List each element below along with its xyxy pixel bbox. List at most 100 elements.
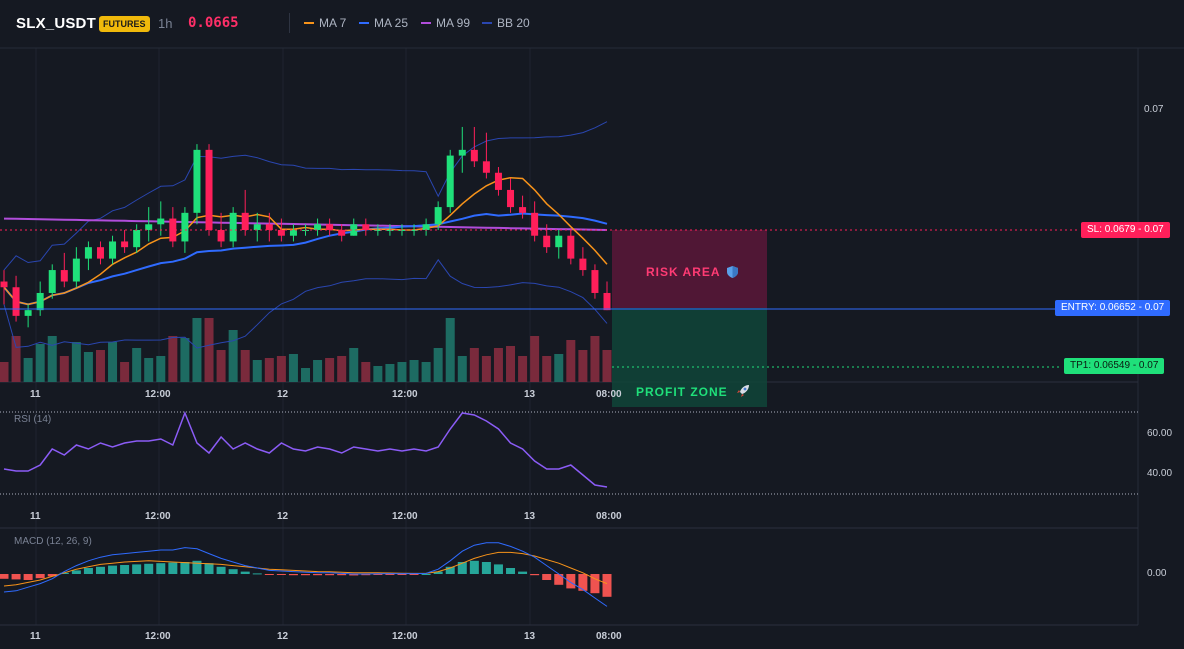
candle-body [48,270,56,293]
macd-histogram-bar [421,574,431,575]
volume-bar [11,336,21,382]
candle-body [241,212,249,230]
macd-line [3,542,608,607]
candle-body [470,149,478,162]
volume-bar [108,342,118,382]
legend-bb20[interactable]: BB 20 [482,16,530,30]
entry-label[interactable]: ENTRY: 0.06652 - 0.07 [1055,300,1171,316]
candlesticks [0,126,611,328]
macd-histogram-bar [132,564,142,574]
volume-bar [180,338,190,382]
macd-histogram-bar [95,566,105,574]
volume-bar [469,348,479,382]
last-price: 0.0665 [188,15,239,31]
macd-histogram-bar [59,572,69,574]
macd-histogram-bar [349,574,359,576]
volume-bar [71,342,81,382]
volume-bar [554,354,564,382]
legend-ma99[interactable]: MA 99 [421,16,470,30]
macd-histogram-bar [397,574,407,575]
volume-bar [530,336,540,382]
macd-histogram-bar [47,574,57,577]
macd-histogram-bar [506,568,516,574]
macd-histogram-bar [361,574,371,576]
bb20-swatch [482,22,492,24]
volume-bar [349,348,359,382]
candle-body [181,212,189,242]
time-axis-tick: 12:00 [145,511,171,522]
ma25-swatch [359,22,369,24]
macd-histogram-bar [144,563,154,574]
interval-selector[interactable]: 1h [158,16,173,31]
macd-histogram-bar [240,571,250,574]
time-axis-tick: 11 [30,511,41,522]
candle-body [494,172,502,190]
macd-histogram-bar [590,574,600,594]
volume-bar [95,350,105,382]
macd-tick-0: 0.00 [1147,568,1167,579]
macd-histogram-bar [264,574,274,575]
macd-histogram-bar [602,574,612,597]
volume-bar [325,358,335,382]
time-axis-tick: 12:00 [145,631,171,642]
legend-ma25[interactable]: MA 25 [359,16,408,30]
tp1-label[interactable]: TP1: 0.06549 - 0.07 [1064,358,1165,374]
macd-histogram-bar [385,574,395,575]
macd-pane [0,542,612,607]
header-divider [289,13,290,33]
volume-bar [445,318,455,382]
time-axis-tick: 12 [277,389,289,400]
volume-bar [59,356,69,382]
sl-label[interactable]: SL: 0.0679 - 0.07 [1081,222,1170,238]
candle-body [205,149,213,230]
macd-histogram-bar [566,574,576,589]
macd-histogram-bar [216,566,226,574]
volume-bar [566,340,576,382]
macd-histogram-bar [433,571,443,574]
time-axis-tick: 13 [524,631,536,642]
macd-title: MACD (12, 26, 9) [14,536,92,547]
rocket-icon [737,385,750,397]
volume-bar [132,348,142,382]
volume-bar [385,364,395,382]
candle-body [374,230,382,231]
macd-histogram-bar [204,563,214,574]
candle-body [531,212,539,236]
candle-body [253,224,261,230]
volume-bar [288,354,298,382]
volume-bar [276,356,286,382]
candle-body [338,230,346,236]
macd-signal-line [3,551,608,587]
symbol-name[interactable]: SLX_USDT [16,15,96,32]
time-axis-tick: 08:00 [596,511,622,522]
volume-bar [35,344,45,382]
risk-area-label: RISK AREA [646,264,739,279]
volume-bar [590,336,600,382]
volume-bar [240,350,250,382]
time-axis-tick: 08:00 [596,631,622,642]
macd-histogram-bar [530,574,540,576]
ma7-swatch [304,22,314,24]
volume-bar [120,362,130,382]
macd-histogram-bar [71,570,81,574]
candle-body [229,212,237,242]
volume-bar [578,350,588,382]
candle-body [326,224,334,230]
candle-body [72,258,80,282]
risk-area-text: RISK AREA [646,265,721,279]
candle-body [579,258,587,271]
candle-body [169,218,177,242]
candle-body [217,230,225,242]
volume-bar [409,360,419,382]
volume-bar [397,362,407,382]
chart-header: SLX_USDT FUTURES 1h 0.0665 MA 7 MA 25 MA… [0,0,1184,48]
macd-histogram-bar [156,563,166,574]
legend-ma99-label: MA 99 [436,16,471,30]
volume-bar [23,358,33,382]
candle-body [555,235,563,248]
candle-body [314,224,322,230]
candle-body [60,270,68,282]
risk-area-zone [612,230,767,308]
legend-ma7[interactable]: MA 7 [304,16,346,30]
